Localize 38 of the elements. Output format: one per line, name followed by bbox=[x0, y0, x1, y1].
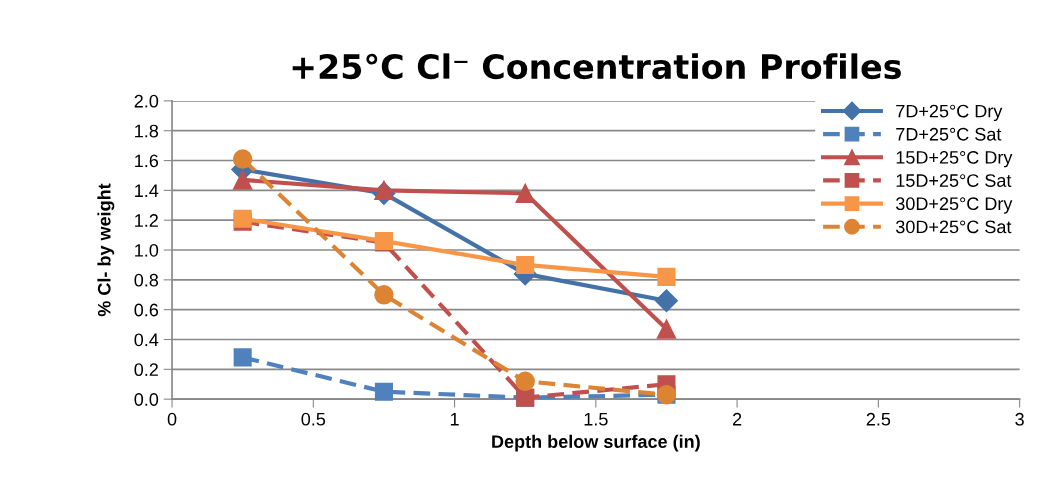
point bbox=[515, 371, 535, 391]
y-axis-title: % Cl- by weight bbox=[97, 183, 115, 317]
x-tick-label: 0.5 bbox=[301, 412, 326, 426]
y-tick-label: 1.2 bbox=[135, 214, 158, 227]
legend-label: 7D+25°C Sat bbox=[896, 127, 1002, 141]
chart-title: +25°C Cl⁻ Concentration Profiles bbox=[292, 53, 901, 80]
y-tick-label: 0.2 bbox=[134, 363, 158, 377]
point bbox=[374, 285, 394, 305]
x-tick-label: 3 bbox=[1015, 412, 1024, 426]
point bbox=[654, 289, 678, 313]
y-tick-label: 2.0 bbox=[134, 94, 159, 108]
x-tick-label: 0 bbox=[167, 412, 177, 426]
legend-label: 15D+25°C Dry bbox=[896, 151, 1013, 168]
x-tick-label: 2.5 bbox=[866, 412, 891, 426]
legend-label: 30D+25°C Sat bbox=[895, 220, 1012, 234]
y-tick-label: 1.0 bbox=[135, 243, 159, 257]
point bbox=[516, 255, 535, 274]
legend-label: 15D+25°C Sat bbox=[896, 174, 1012, 187]
y-tick-label: 0.6 bbox=[134, 303, 159, 317]
point bbox=[657, 267, 676, 286]
y-tick-label: 1.4 bbox=[135, 184, 159, 197]
point bbox=[656, 319, 677, 339]
point bbox=[515, 183, 535, 204]
x-axis-title: Depth below surface (in) bbox=[492, 434, 700, 452]
point bbox=[232, 170, 253, 190]
y-tick-label: 1.8 bbox=[135, 124, 159, 138]
legend-label: 7D+25°C Dry bbox=[896, 104, 1003, 122]
y-tick-label: 0.0 bbox=[134, 393, 159, 406]
x-tick-label: 1 bbox=[450, 413, 459, 426]
point bbox=[374, 382, 393, 401]
y-tick-label: 1.6 bbox=[135, 154, 159, 168]
point bbox=[232, 149, 253, 169]
y-tick-label: 0.8 bbox=[134, 273, 159, 287]
legend-label: 30D+25°C Dry bbox=[895, 197, 1013, 214]
x-tick-label: 2 bbox=[732, 412, 742, 426]
point bbox=[233, 348, 252, 367]
x-tick-label: 1.5 bbox=[584, 413, 608, 426]
y-tick-label: 0.4 bbox=[134, 333, 159, 347]
